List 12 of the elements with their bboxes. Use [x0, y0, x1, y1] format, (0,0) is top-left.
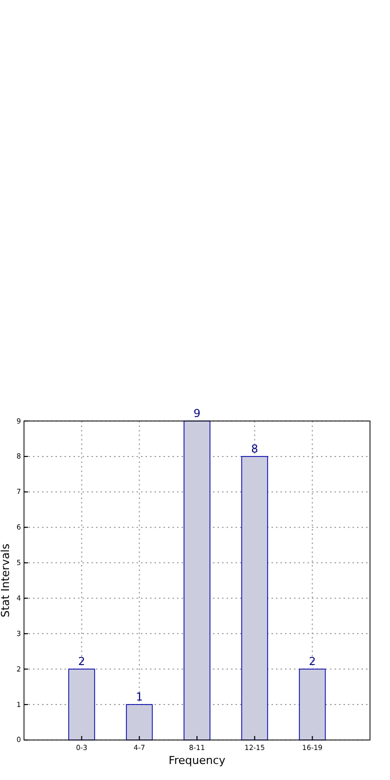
data-label: 8: [251, 442, 258, 456]
data-label: 2: [308, 655, 316, 668]
y-axis-title: Stat Intervals: [0, 543, 12, 618]
bar: [126, 704, 153, 740]
data-label: 9: [194, 407, 200, 420]
bar: [298, 668, 326, 740]
data-label: 1: [136, 690, 143, 704]
x-axis-title: Frequency: [168, 754, 226, 767]
data-label: 2: [78, 655, 86, 668]
bar: [184, 420, 210, 740]
bar: [68, 668, 96, 740]
bar: [241, 456, 268, 740]
